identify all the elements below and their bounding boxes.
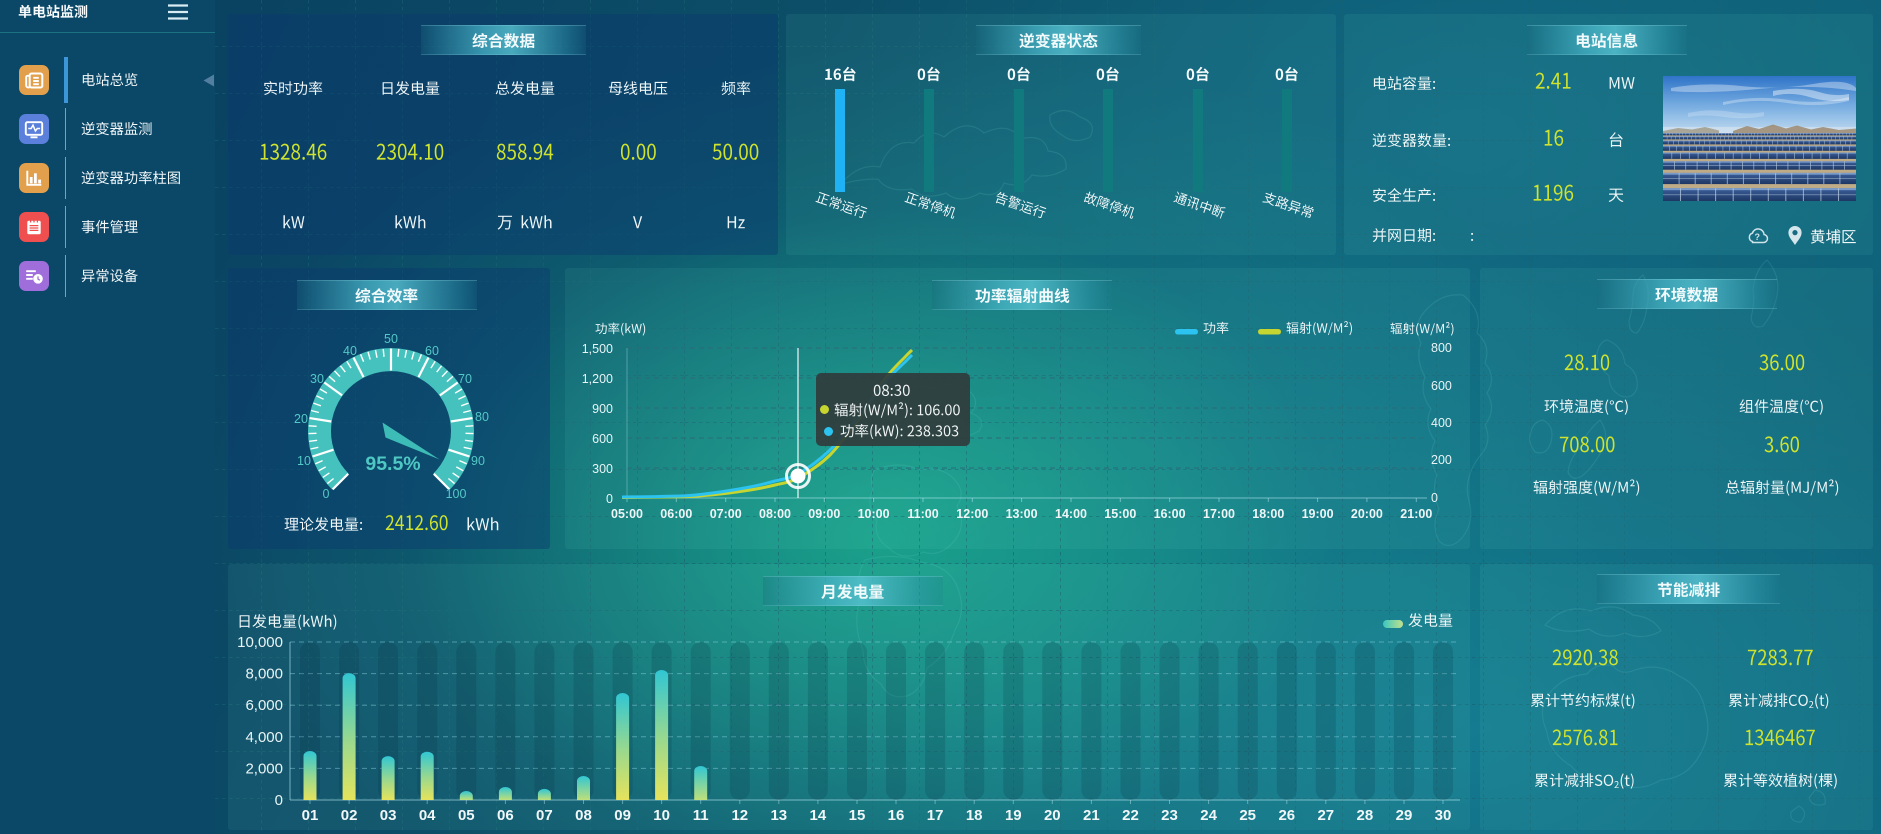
svg-text:10: 10: [653, 807, 670, 824]
svg-text:28: 28: [1357, 807, 1374, 824]
svg-text:400: 400: [1431, 416, 1452, 430]
svg-text:01: 01: [302, 807, 319, 824]
svg-text:08:00: 08:00: [759, 507, 791, 521]
svg-text:0: 0: [323, 487, 330, 501]
svg-text:10: 10: [297, 454, 311, 468]
svg-text:09: 09: [614, 807, 631, 824]
svg-text:80: 80: [475, 410, 489, 424]
svg-text:60: 60: [425, 344, 439, 358]
svg-text:20:00: 20:00: [1351, 507, 1383, 521]
svg-text:900: 900: [592, 402, 613, 416]
svg-text:4,000: 4,000: [245, 729, 283, 746]
svg-text:14:00: 14:00: [1055, 507, 1087, 521]
svg-text:1,500: 1,500: [582, 342, 613, 356]
svg-text:23: 23: [1161, 807, 1178, 824]
svg-text:200: 200: [1431, 453, 1452, 467]
svg-text:25: 25: [1239, 807, 1256, 824]
svg-text:21:00: 21:00: [1400, 507, 1432, 521]
svg-text:11: 11: [693, 807, 709, 824]
svg-text:17:00: 17:00: [1203, 507, 1235, 521]
svg-text:20: 20: [1044, 807, 1061, 824]
svg-text:05: 05: [458, 807, 475, 824]
svg-text:800: 800: [1431, 341, 1452, 355]
svg-text:08: 08: [575, 807, 592, 824]
svg-text:2,000: 2,000: [245, 760, 283, 777]
svg-text:10:00: 10:00: [858, 507, 890, 521]
svg-text:17: 17: [927, 807, 944, 824]
svg-text:12: 12: [731, 807, 748, 824]
svg-text:90: 90: [471, 454, 485, 468]
svg-text:21: 21: [1083, 807, 1100, 824]
svg-text:40: 40: [343, 344, 357, 358]
svg-text:300: 300: [592, 462, 613, 476]
svg-text:14: 14: [810, 807, 827, 824]
svg-text:06:00: 06:00: [660, 507, 692, 521]
svg-text:100: 100: [446, 487, 467, 501]
svg-text:18: 18: [966, 807, 983, 824]
svg-text:06: 06: [497, 807, 514, 824]
svg-text:03: 03: [380, 807, 397, 824]
svg-text:30: 30: [1435, 807, 1452, 824]
svg-text:0: 0: [606, 492, 613, 506]
svg-text:02: 02: [341, 807, 358, 824]
svg-text:05:00: 05:00: [611, 507, 643, 521]
svg-text:30: 30: [310, 372, 324, 386]
svg-text:8,000: 8,000: [245, 666, 283, 683]
svg-text:16:00: 16:00: [1154, 507, 1186, 521]
svg-text:22: 22: [1122, 807, 1139, 824]
svg-text:15:00: 15:00: [1104, 507, 1136, 521]
svg-text:09:00: 09:00: [808, 507, 840, 521]
svg-text:19:00: 19:00: [1302, 507, 1334, 521]
svg-text:600: 600: [592, 432, 613, 446]
svg-text:13: 13: [770, 807, 787, 824]
svg-text:04: 04: [419, 807, 436, 824]
svg-text:11:00: 11:00: [907, 507, 938, 521]
svg-text:70: 70: [458, 372, 472, 386]
svg-text:20: 20: [294, 412, 308, 426]
svg-text:0: 0: [1431, 491, 1438, 505]
svg-text:13:00: 13:00: [1006, 507, 1038, 521]
svg-text:07: 07: [536, 807, 553, 824]
svg-text:10,000: 10,000: [237, 634, 283, 651]
svg-text:16: 16: [888, 807, 905, 824]
svg-text:19: 19: [1005, 807, 1022, 824]
svg-text:1,200: 1,200: [582, 372, 613, 386]
svg-text:18:00: 18:00: [1252, 507, 1284, 521]
svg-text:6,000: 6,000: [245, 697, 283, 714]
svg-text:24: 24: [1200, 807, 1217, 824]
svg-text:600: 600: [1431, 379, 1452, 393]
svg-text:27: 27: [1317, 807, 1334, 824]
svg-text:15: 15: [849, 807, 866, 824]
svg-text:26: 26: [1278, 807, 1295, 824]
svg-text:0: 0: [275, 792, 283, 809]
svg-text:12:00: 12:00: [956, 507, 988, 521]
svg-text:?: ?: [1754, 232, 1760, 242]
svg-text:50: 50: [384, 332, 398, 346]
svg-text:29: 29: [1396, 807, 1413, 824]
svg-text:07:00: 07:00: [710, 507, 742, 521]
